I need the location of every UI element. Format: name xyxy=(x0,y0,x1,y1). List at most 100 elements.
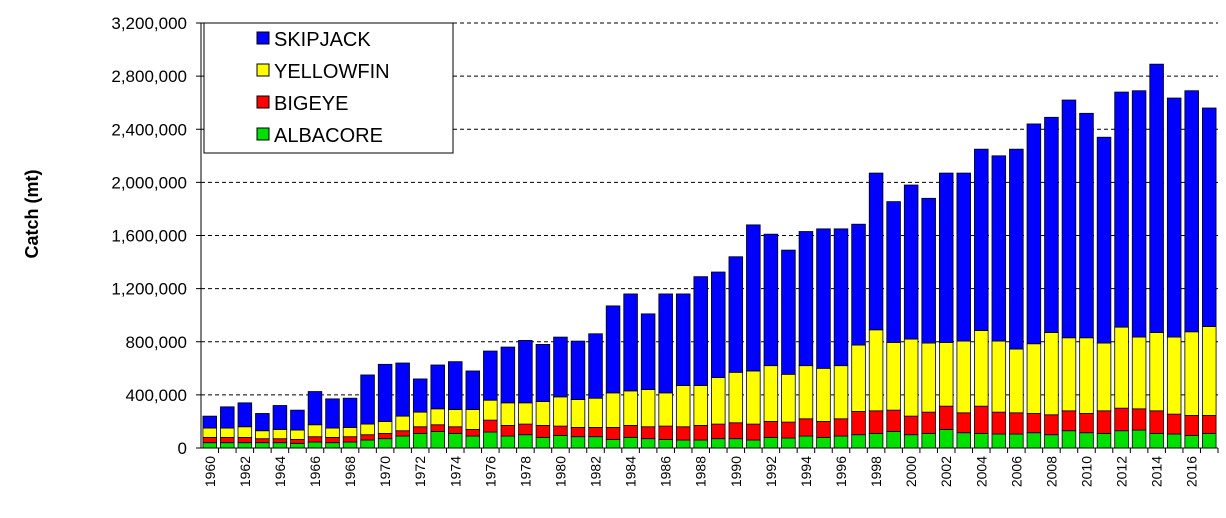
bar-bigeye-1989 xyxy=(711,423,726,440)
bar-yellowfin-1970 xyxy=(377,421,393,434)
bar-albacore-2017 xyxy=(1201,432,1217,449)
y-tick-label: 800,000 xyxy=(126,333,187,352)
bar-bigeye-1963 xyxy=(255,438,270,444)
x-tick-label: 1990 xyxy=(728,456,744,487)
bar-skipjack-2006 xyxy=(1009,148,1024,350)
bar-yellowfin-1961 xyxy=(220,427,235,438)
legend-box xyxy=(203,22,454,154)
bar-bigeye-1967 xyxy=(325,436,340,444)
bar-skipjack-1977 xyxy=(500,346,516,404)
bar-bigeye-1976 xyxy=(483,419,498,433)
legend-label-skipjack: SKIPJACK xyxy=(274,29,371,51)
bar-yellowfin-1962 xyxy=(237,426,253,438)
bar-yellowfin-1993 xyxy=(781,373,796,423)
legend-swatch-yellowfin xyxy=(256,63,270,77)
legend-swatch-bigeye xyxy=(256,95,270,109)
x-tick-label: 1994 xyxy=(798,456,814,487)
bar-bigeye-1986 xyxy=(658,425,673,440)
y-axis-label: Catch (mt) xyxy=(22,169,42,258)
x-tick-label: 1976 xyxy=(482,456,498,487)
bar-skipjack-1995 xyxy=(816,228,831,369)
bar-skipjack-1962 xyxy=(237,402,253,428)
bar-albacore-1967 xyxy=(325,442,340,449)
bar-albacore-1987 xyxy=(675,439,691,449)
bar-skipjack-1965 xyxy=(290,409,305,431)
bar-yellowfin-2013 xyxy=(1131,336,1147,410)
bars xyxy=(202,63,1217,449)
bar-skipjack-2010 xyxy=(1079,112,1094,339)
bar-skipjack-1994 xyxy=(798,231,814,367)
bar-albacore-1981 xyxy=(570,436,586,449)
bar-yellowfin-1986 xyxy=(658,392,673,427)
bar-albacore-2004 xyxy=(974,432,989,449)
bar-skipjack-2009 xyxy=(1061,99,1077,339)
bar-albacore-1980 xyxy=(553,434,568,449)
bar-albacore-2016 xyxy=(1184,434,1199,449)
bar-skipjack-1979 xyxy=(535,344,551,402)
x-tick-label: 1960 xyxy=(202,456,218,487)
bar-albacore-1972 xyxy=(412,432,428,449)
bar-bigeye-1964 xyxy=(272,438,288,444)
y-axis: 0 400,000 800,000 1,200,000 1,600,000 2,000,0… xyxy=(111,14,202,458)
bar-yellowfin-1969 xyxy=(360,423,375,436)
bar-bigeye-2007 xyxy=(1026,413,1042,434)
bar-bigeye-2012 xyxy=(1114,407,1129,432)
bar-skipjack-1993 xyxy=(781,249,796,375)
bar-albacore-2002 xyxy=(938,429,954,449)
x-tick-label: 2012 xyxy=(1114,456,1130,487)
bar-bigeye-1995 xyxy=(816,421,831,438)
bar-yellowfin-2003 xyxy=(956,340,971,414)
bar-skipjack-1983 xyxy=(605,305,621,394)
bar-albacore-1965 xyxy=(290,442,305,449)
bar-skipjack-1968 xyxy=(342,397,358,428)
bar-bigeye-1991 xyxy=(746,423,761,441)
bar-yellowfin-2009 xyxy=(1061,337,1077,412)
bar-skipjack-1972 xyxy=(412,378,428,413)
bar-bigeye-1988 xyxy=(693,425,708,441)
y-tick-label: 1,200,000 xyxy=(111,280,187,299)
bar-bigeye-2010 xyxy=(1079,413,1094,434)
bar-skipjack-1964 xyxy=(272,405,288,430)
legend-swatch-albacore xyxy=(256,127,270,141)
bar-skipjack-1996 xyxy=(833,228,849,367)
x-tick-label: 2002 xyxy=(938,456,954,487)
bar-bigeye-1981 xyxy=(570,427,586,438)
x-tick-label: 2016 xyxy=(1184,456,1200,487)
bar-albacore-2013 xyxy=(1131,429,1147,449)
bar-bigeye-1998 xyxy=(868,410,884,434)
bar-yellowfin-1976 xyxy=(483,399,498,421)
x-tick-label: 1968 xyxy=(342,456,358,487)
bar-albacore-1979 xyxy=(535,436,551,449)
bar-albacore-2007 xyxy=(1026,432,1042,449)
bar-skipjack-1961 xyxy=(220,406,235,429)
bar-albacore-1982 xyxy=(588,436,603,449)
bar-yellowfin-2012 xyxy=(1114,326,1129,409)
x-tick-label: 1988 xyxy=(693,456,709,487)
legend-swatch-skipjack xyxy=(256,31,270,45)
bar-bigeye-1973 xyxy=(430,424,445,432)
bar-yellowfin-1963 xyxy=(255,430,270,440)
bar-albacore-2012 xyxy=(1114,430,1129,449)
bar-yellowfin-1998 xyxy=(868,329,884,412)
bar-albacore-1961 xyxy=(220,442,235,449)
bar-skipjack-1999 xyxy=(886,201,901,343)
x-tick-label: 1980 xyxy=(552,456,568,487)
bar-bigeye-2000 xyxy=(903,415,919,436)
bar-skipjack-1963 xyxy=(255,413,270,432)
bar-bigeye-1992 xyxy=(763,421,779,438)
bar-albacore-1998 xyxy=(868,432,884,449)
bar-skipjack-2004 xyxy=(974,148,989,331)
bar-skipjack-1992 xyxy=(763,233,779,367)
bar-albacore-2001 xyxy=(921,432,936,449)
bar-skipjack-2016 xyxy=(1184,90,1199,333)
bar-skipjack-1991 xyxy=(746,224,761,372)
bar-albacore-2010 xyxy=(1079,432,1094,449)
bar-albacore-1973 xyxy=(430,430,445,449)
bar-skipjack-1974 xyxy=(448,361,463,410)
bar-yellowfin-2002 xyxy=(938,342,954,407)
bar-bigeye-2002 xyxy=(938,405,954,430)
bar-albacore-1984 xyxy=(623,436,638,449)
bar-yellowfin-1996 xyxy=(833,365,849,420)
bar-skipjack-2005 xyxy=(991,155,1007,342)
x-tick-label: 2000 xyxy=(903,456,919,487)
